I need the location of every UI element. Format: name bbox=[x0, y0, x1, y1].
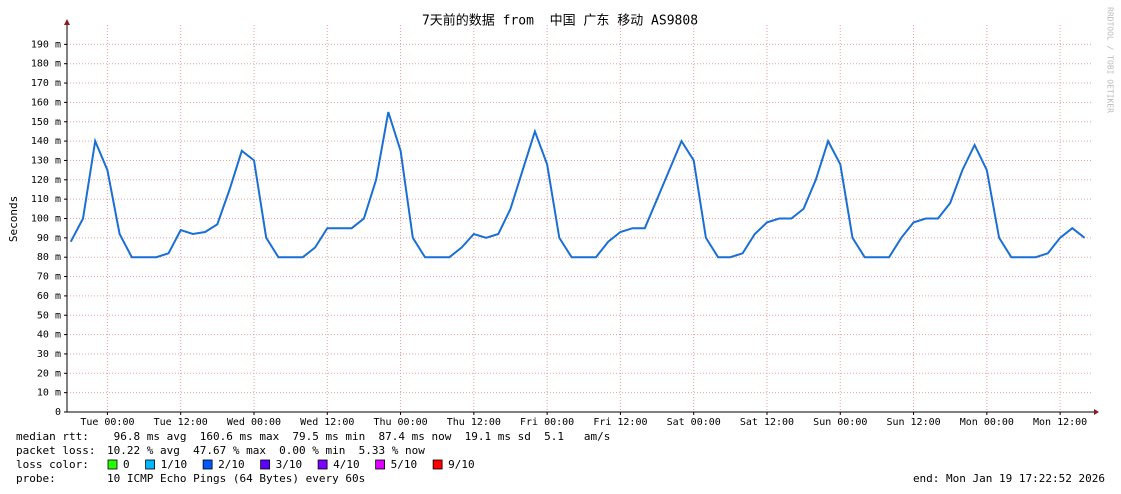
x-tick-label: Sun 12:00 bbox=[886, 417, 940, 428]
median-line bbox=[69, 111, 1086, 259]
x-tick-label: Fri 12:00 bbox=[593, 417, 647, 428]
y-tick-label: 80 m bbox=[37, 252, 61, 263]
loss-label: loss color: bbox=[16, 458, 89, 471]
x-tick-label: Fri 00:00 bbox=[520, 417, 574, 428]
x-tick-label: Sat 00:00 bbox=[667, 417, 721, 428]
x-tick-label: Tue 12:00 bbox=[154, 417, 208, 428]
x-tick-label: Mon 12:00 bbox=[1033, 417, 1087, 428]
y-tick-label: 110 m bbox=[31, 194, 61, 205]
stat-label: median rtt: bbox=[16, 430, 89, 443]
chart-title: 7天前的数据 from 中国 广东 移动 AS9808 bbox=[422, 13, 698, 29]
x-tick-label: Sat 12:00 bbox=[740, 417, 794, 428]
y-tick-label: 120 m bbox=[31, 175, 61, 186]
loss-swatch bbox=[432, 459, 443, 470]
x-tick-label: Wed 12:00 bbox=[300, 417, 354, 428]
y-tick-label: 20 m bbox=[37, 368, 61, 379]
y-tick-label: 60 m bbox=[37, 291, 61, 302]
y-tick-label: 100 m bbox=[31, 214, 61, 225]
loss-swatch bbox=[375, 459, 386, 470]
stat-values: 96.8 ms avg 160.6 ms max 79.5 ms min 87.… bbox=[107, 430, 610, 443]
y-axis-label: Seconds bbox=[7, 196, 20, 242]
loss-swatch bbox=[145, 459, 156, 470]
y-tick-label: 170 m bbox=[31, 78, 61, 89]
watermark: RRDTOOL / TOBI OETIKER bbox=[1106, 7, 1115, 113]
loss-color-label: 0 bbox=[123, 458, 130, 471]
x-tick-label: Thu 12:00 bbox=[447, 417, 501, 428]
axes bbox=[64, 19, 1099, 415]
probe-label: probe: bbox=[16, 472, 56, 485]
footer: median rtt: 96.8 ms avg 160.6 ms max 79.… bbox=[16, 430, 1105, 485]
y-tick-label: 160 m bbox=[31, 97, 61, 108]
y-tick-label: 130 m bbox=[31, 155, 61, 166]
y-tick-label: 70 m bbox=[37, 272, 61, 283]
loss-color-label: 2/10 bbox=[218, 458, 245, 471]
y-tick-label: 90 m bbox=[37, 233, 61, 244]
y-tick-label: 30 m bbox=[37, 349, 61, 360]
grid: 0 10 m 20 m 30 m 40 m 50 m 60 m 70 m 80 m 90 m 100… bbox=[31, 25, 1093, 428]
y-tick-label: 140 m bbox=[31, 136, 61, 147]
y-tick-label: 10 m bbox=[37, 388, 61, 399]
y-arrow bbox=[64, 19, 70, 25]
loss-color-label: 3/10 bbox=[276, 458, 303, 471]
x-tick-label: Wed 00:00 bbox=[227, 417, 281, 428]
plot bbox=[69, 111, 1086, 259]
y-tick-label: 40 m bbox=[37, 330, 61, 341]
loss-color-label: 1/10 bbox=[161, 458, 188, 471]
loss-swatch bbox=[317, 459, 328, 470]
y-tick-label: 180 m bbox=[31, 59, 61, 70]
y-tick-label: 50 m bbox=[37, 310, 61, 321]
stat-values: 10.22 % avg 47.67 % max 0.00 % min 5.33 … bbox=[107, 444, 425, 457]
loss-swatch bbox=[260, 459, 271, 470]
loss-swatch bbox=[107, 459, 118, 470]
x-arrow bbox=[1094, 409, 1099, 415]
y-tick-label: 0 bbox=[55, 407, 61, 418]
stat-label: packet loss: bbox=[16, 444, 95, 457]
y-tick-label: 190 m bbox=[31, 39, 61, 50]
x-tick-label: Thu 00:00 bbox=[373, 417, 427, 428]
loss-swatch bbox=[202, 459, 213, 470]
y-tick-label: 150 m bbox=[31, 117, 61, 128]
loss-color-label: 4/10 bbox=[333, 458, 360, 471]
x-tick-label: Mon 00:00 bbox=[960, 417, 1014, 428]
probe: 10 ICMP Echo Pings (64 Bytes) every 60s bbox=[107, 472, 365, 485]
loss-color-label: 5/10 bbox=[391, 458, 418, 471]
end-time: end: Mon Jan 19 17:22:52 2026 bbox=[913, 472, 1105, 485]
x-tick-label: Sun 00:00 bbox=[813, 417, 867, 428]
x-tick-label: Tue 00:00 bbox=[80, 417, 134, 428]
loss-color-label: 9/10 bbox=[448, 458, 475, 471]
